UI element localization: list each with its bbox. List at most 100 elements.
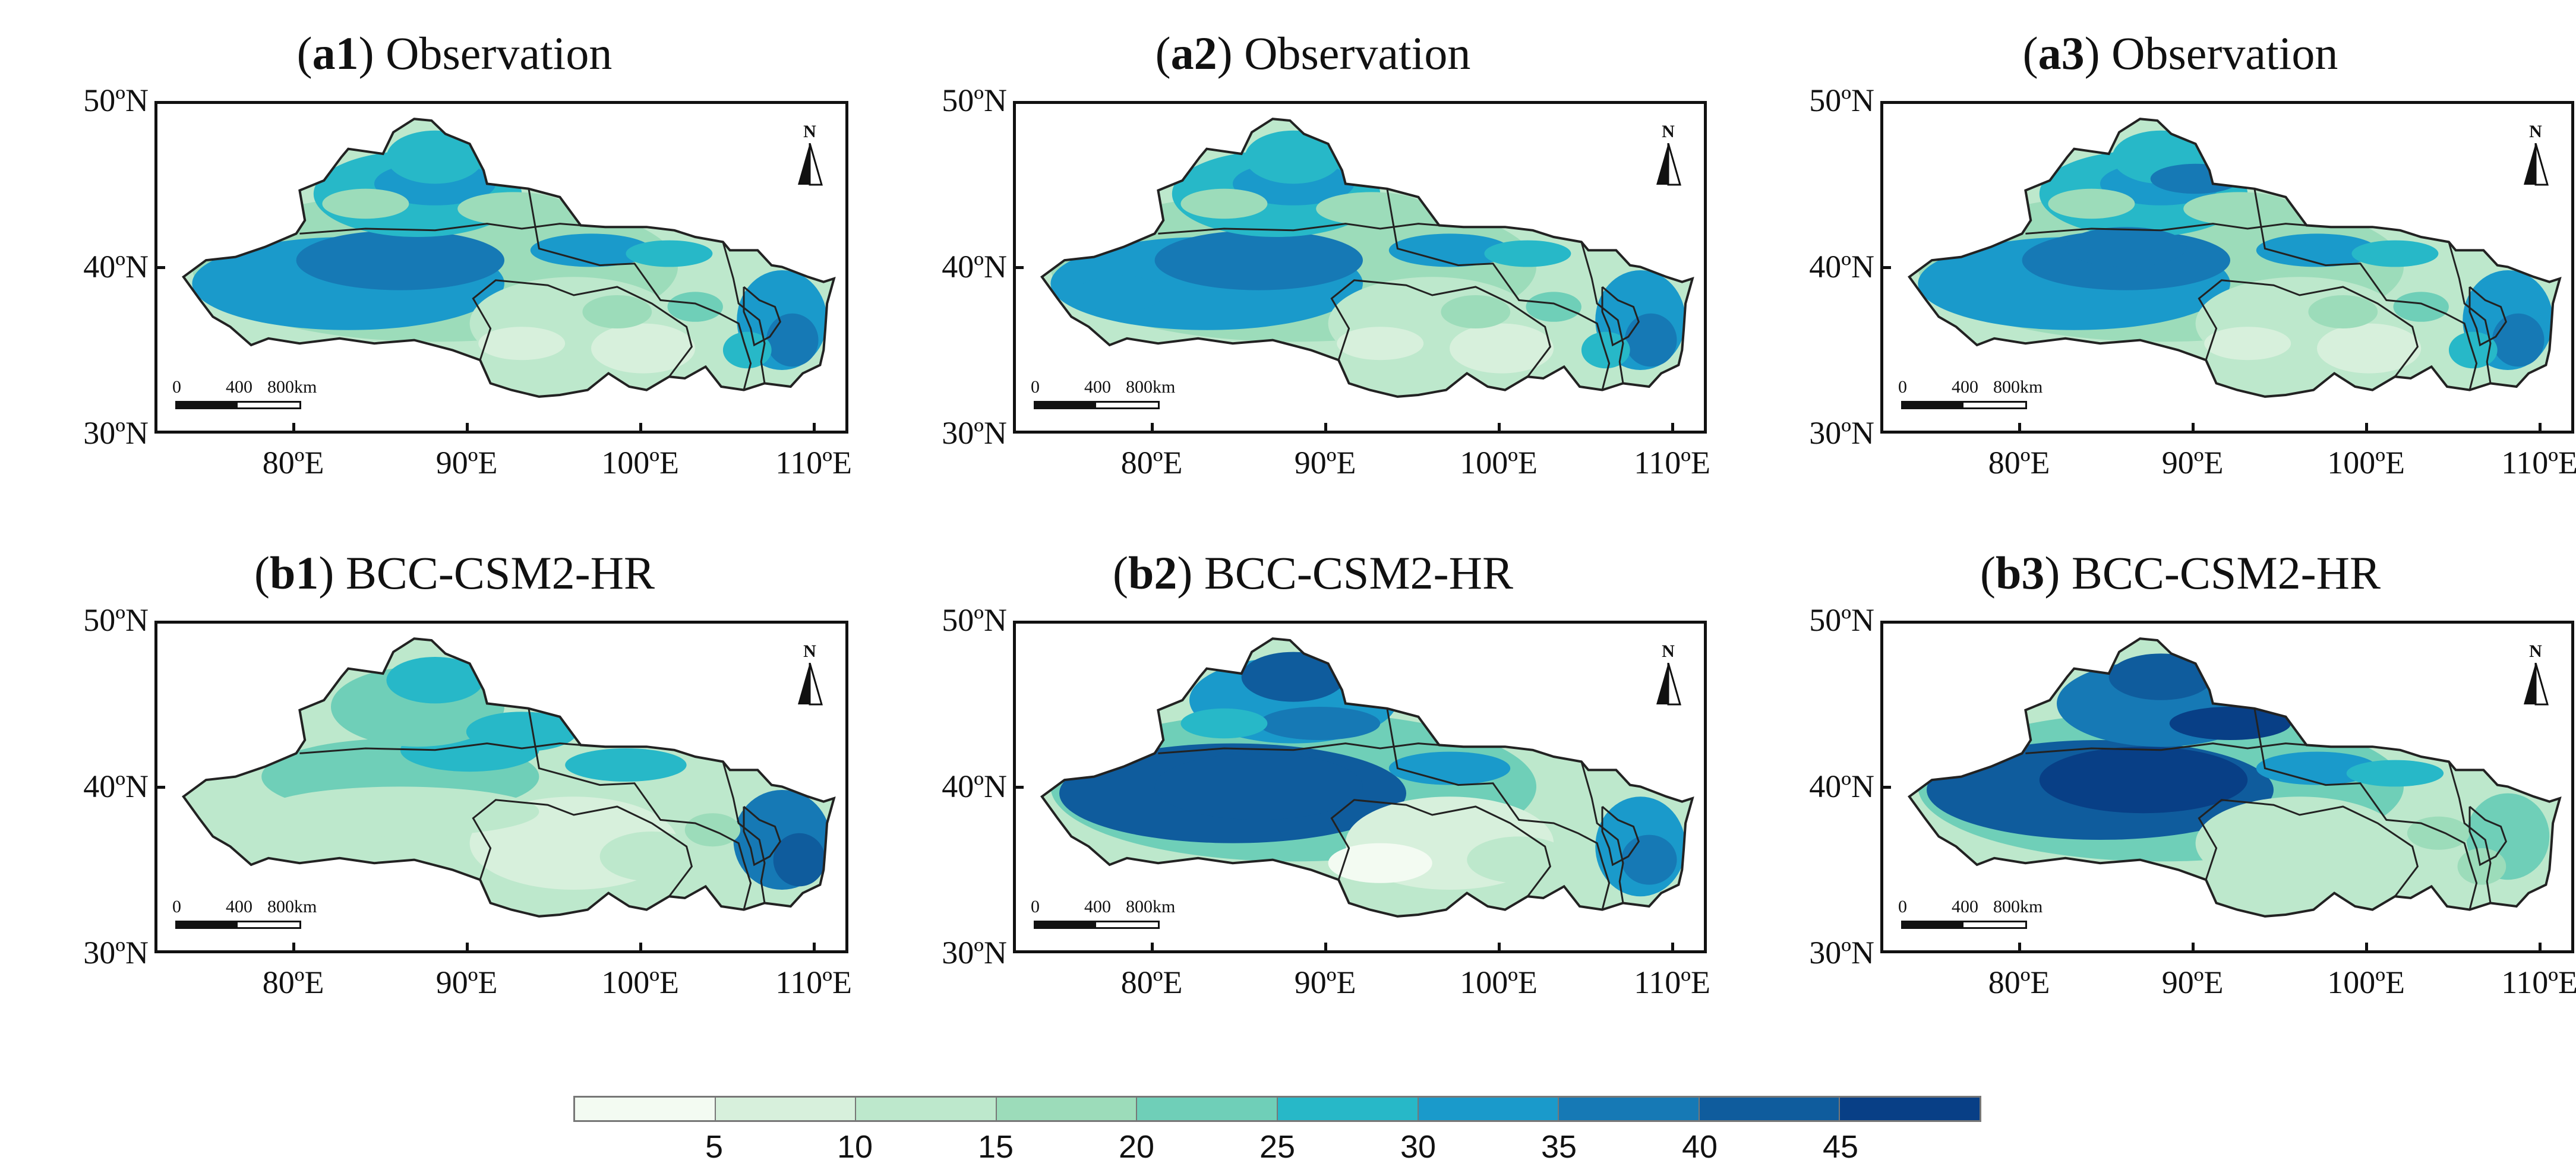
province-boundary [1345, 702, 1611, 910]
y-tick-mark [1880, 266, 1891, 269]
value-region [2108, 653, 2213, 700]
value-region [2393, 292, 2449, 322]
panel-subtitle: BCC-CSM2-HR [1204, 547, 1513, 599]
y-tick-label: 30ºN [83, 935, 149, 970]
value-region [1154, 753, 1363, 820]
scale-bar-label: 0 [1898, 377, 1907, 397]
map-panel-a1: (a1) Observation N 0 400 800km 50ºN 40ºN 30ºN 80… [59, 24, 852, 546]
colorbar-label: 45 [1822, 1129, 1859, 1165]
y-tick-label: 50ºN [1809, 83, 1874, 118]
scale-bar: 0 400 800km [1898, 897, 2053, 932]
choropleth-map [1908, 637, 2562, 918]
value-region [2317, 843, 2422, 893]
value-region [2256, 751, 2378, 785]
scale-bar: 0 400 800km [1031, 897, 1185, 932]
panel-label: b3 [1995, 547, 2045, 599]
value-region [1328, 843, 1432, 883]
value-region [386, 657, 484, 704]
map-frame: N 0 400 800km [1880, 101, 2574, 434]
province-boundary [722, 761, 766, 903]
scale-bar-label: 800km [267, 377, 317, 397]
scale-bar-label: 0 [172, 897, 181, 916]
x-tick-label: 110ºE [775, 965, 852, 1000]
x-tick-mark [2538, 423, 2542, 434]
north-label: N [803, 641, 816, 661]
panel-title: (a1) Observation [296, 27, 613, 79]
y-tick-mark [1880, 786, 1891, 789]
colorbar-cell [996, 1098, 1138, 1120]
map-panel-b3: (b3) BCC-CSM2-HR N 0 400 800km 50ºN 40ºN 30ºN 80… [1785, 543, 2576, 1066]
x-tick-mark [2191, 943, 2195, 953]
choropleth-map [182, 118, 836, 398]
y-tick-mark [154, 786, 165, 789]
province-boundary [472, 799, 693, 897]
panel-title: (a2) Observation [1155, 27, 1471, 79]
region-outline [1908, 118, 2562, 398]
scale-bar: 0 400 800km [172, 897, 327, 932]
y-tick-label: 30ºN [1809, 935, 1874, 970]
choropleth-map [1908, 118, 2562, 398]
province-boundary [743, 805, 781, 867]
panel-label: b1 [269, 547, 319, 599]
scale-bar-label: 400 [1952, 377, 1978, 397]
x-tick-label: 90ºE [435, 965, 498, 1000]
choropleth-map [1040, 637, 1694, 918]
x-tick-mark [2191, 423, 2195, 434]
colorbar-label: 5 [705, 1129, 724, 1165]
value-region [478, 327, 566, 361]
north-label: N [2529, 122, 2542, 141]
province-boundary [299, 223, 581, 235]
scale-bar-light [1962, 401, 2027, 409]
value-region [1077, 275, 1164, 312]
north-label: N [803, 122, 816, 141]
province-boundary [722, 241, 766, 384]
scale-bar-label: 800km [1993, 897, 2043, 916]
colorbar-cell [856, 1098, 997, 1120]
scale-bar-label: 0 [1898, 897, 1907, 916]
x-tick-mark [1324, 423, 1327, 434]
value-region [2204, 327, 2291, 361]
y-tick-mark [154, 266, 165, 269]
x-tick-mark [292, 423, 295, 434]
province-boundary [1580, 241, 1624, 384]
x-tick-label: 110ºE [2501, 445, 2576, 480]
value-region [261, 786, 539, 837]
province-boundary [1158, 223, 1439, 235]
panel-label: a2 [1170, 27, 1217, 79]
colorbar-cell [1418, 1098, 1560, 1120]
map-frame: N 0 400 800km [1013, 621, 1707, 953]
value-region [2317, 323, 2422, 374]
value-region [2492, 313, 2545, 367]
value-region [2183, 192, 2295, 226]
north-arrow-icon: N [792, 122, 828, 187]
x-tick-label: 110ºE [1634, 965, 1710, 1000]
scale-bar-dark [175, 401, 238, 409]
scale-bar-label: 800km [1126, 377, 1176, 397]
colorbar-label: 30 [1400, 1129, 1437, 1165]
value-region [1526, 292, 1581, 322]
choropleth-map [1040, 118, 1694, 398]
y-tick-label: 40ºN [942, 769, 1007, 804]
x-tick-mark [2365, 943, 2368, 953]
colorbar-label: 35 [1540, 1129, 1577, 1165]
x-tick-mark [639, 943, 642, 953]
province-boundary [2448, 241, 2492, 384]
map-frame: N 0 400 800km [154, 621, 848, 953]
region-outline [1040, 637, 1694, 918]
value-region [1180, 188, 1268, 219]
x-tick-label: 80ºE [1988, 965, 2050, 1000]
x-tick-mark [1671, 943, 1674, 953]
region-outline [182, 118, 836, 398]
scale-bar-dark [1034, 921, 1096, 929]
panel-subtitle: Observation [2111, 27, 2338, 79]
x-tick-label: 80ºE [1120, 445, 1183, 480]
scale-bar-light [236, 921, 301, 929]
x-tick-mark [2538, 943, 2542, 953]
x-tick-mark [465, 943, 469, 953]
map-frame: N 0 400 800km [1013, 101, 1707, 434]
map-frame: N 0 400 800km [154, 101, 848, 434]
y-tick-mark [1013, 266, 1024, 269]
value-region [2308, 295, 2378, 328]
scale-bar-label: 0 [1031, 377, 1040, 397]
value-region [1441, 295, 1511, 328]
